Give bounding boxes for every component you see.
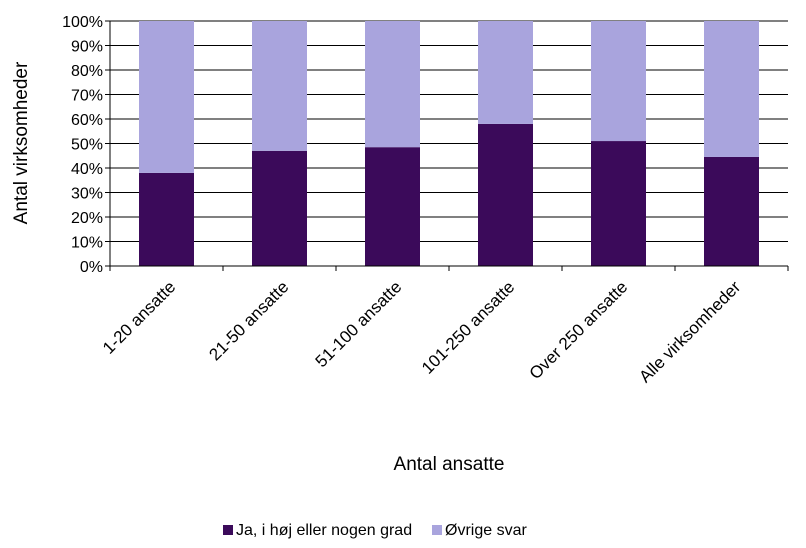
x-category-label: 21-50 ansatte <box>205 277 292 364</box>
bar-segment-ovrige <box>478 21 533 124</box>
y-tick-label: 10% <box>71 235 103 252</box>
y-tick-label: 30% <box>71 186 103 203</box>
x-category-label: 51-100 ansatte <box>312 277 406 371</box>
x-category-label: Alle virksomheder <box>635 277 744 386</box>
x-axis-title: Antal ansatte <box>394 454 505 475</box>
bar-segment-ovrige <box>591 21 646 142</box>
legend-label: Øvrige svar <box>445 522 527 539</box>
legend: Ja, i høj eller nogen grad Øvrige svar <box>223 522 527 539</box>
y-tick-label: 90% <box>71 39 103 56</box>
y-tick-label: 40% <box>71 161 103 178</box>
x-axis-labels: 1-20 ansatte 21-50 ansatte 51-100 ansatte 1… <box>99 277 745 386</box>
bars <box>139 21 759 267</box>
y-tick-label: 0% <box>80 259 103 276</box>
bar-segment-ovrige <box>252 21 307 151</box>
bar-segment-ja <box>365 147 420 266</box>
y-tick-label: 50% <box>71 137 103 154</box>
bar-segment-ja <box>591 141 646 266</box>
bar-segment-ja <box>252 150 307 266</box>
bar-segment-ja <box>139 172 194 266</box>
y-axis-title: Antal virksomheder <box>11 61 32 224</box>
bar-segment-ovrige <box>704 21 759 157</box>
y-tick-label: 70% <box>71 88 103 105</box>
x-category-label: Over 250 ansatte <box>526 277 632 383</box>
y-axis-ticks: 0% 10% 20% 30% 40% 50% 60% 70% 80% 90% 100% <box>62 14 110 276</box>
legend-swatch <box>223 525 233 535</box>
bar-segment-ja <box>704 156 759 266</box>
legend-swatch <box>432 525 442 535</box>
y-tick-label: 60% <box>71 112 103 129</box>
y-tick-label: 100% <box>62 14 103 31</box>
bar-segment-ovrige <box>139 21 194 173</box>
bar-segment-ja <box>478 123 533 267</box>
x-category-label: 1-20 ansatte <box>99 277 179 357</box>
axes <box>109 21 789 271</box>
y-tick-label: 80% <box>71 63 103 80</box>
legend-label: Ja, i høj eller nogen grad <box>236 522 412 539</box>
y-tick-label: 20% <box>71 210 103 227</box>
gridlines <box>110 20 788 267</box>
x-category-label: 101-250 ansatte <box>418 277 518 377</box>
bar-segment-ovrige <box>365 21 420 148</box>
